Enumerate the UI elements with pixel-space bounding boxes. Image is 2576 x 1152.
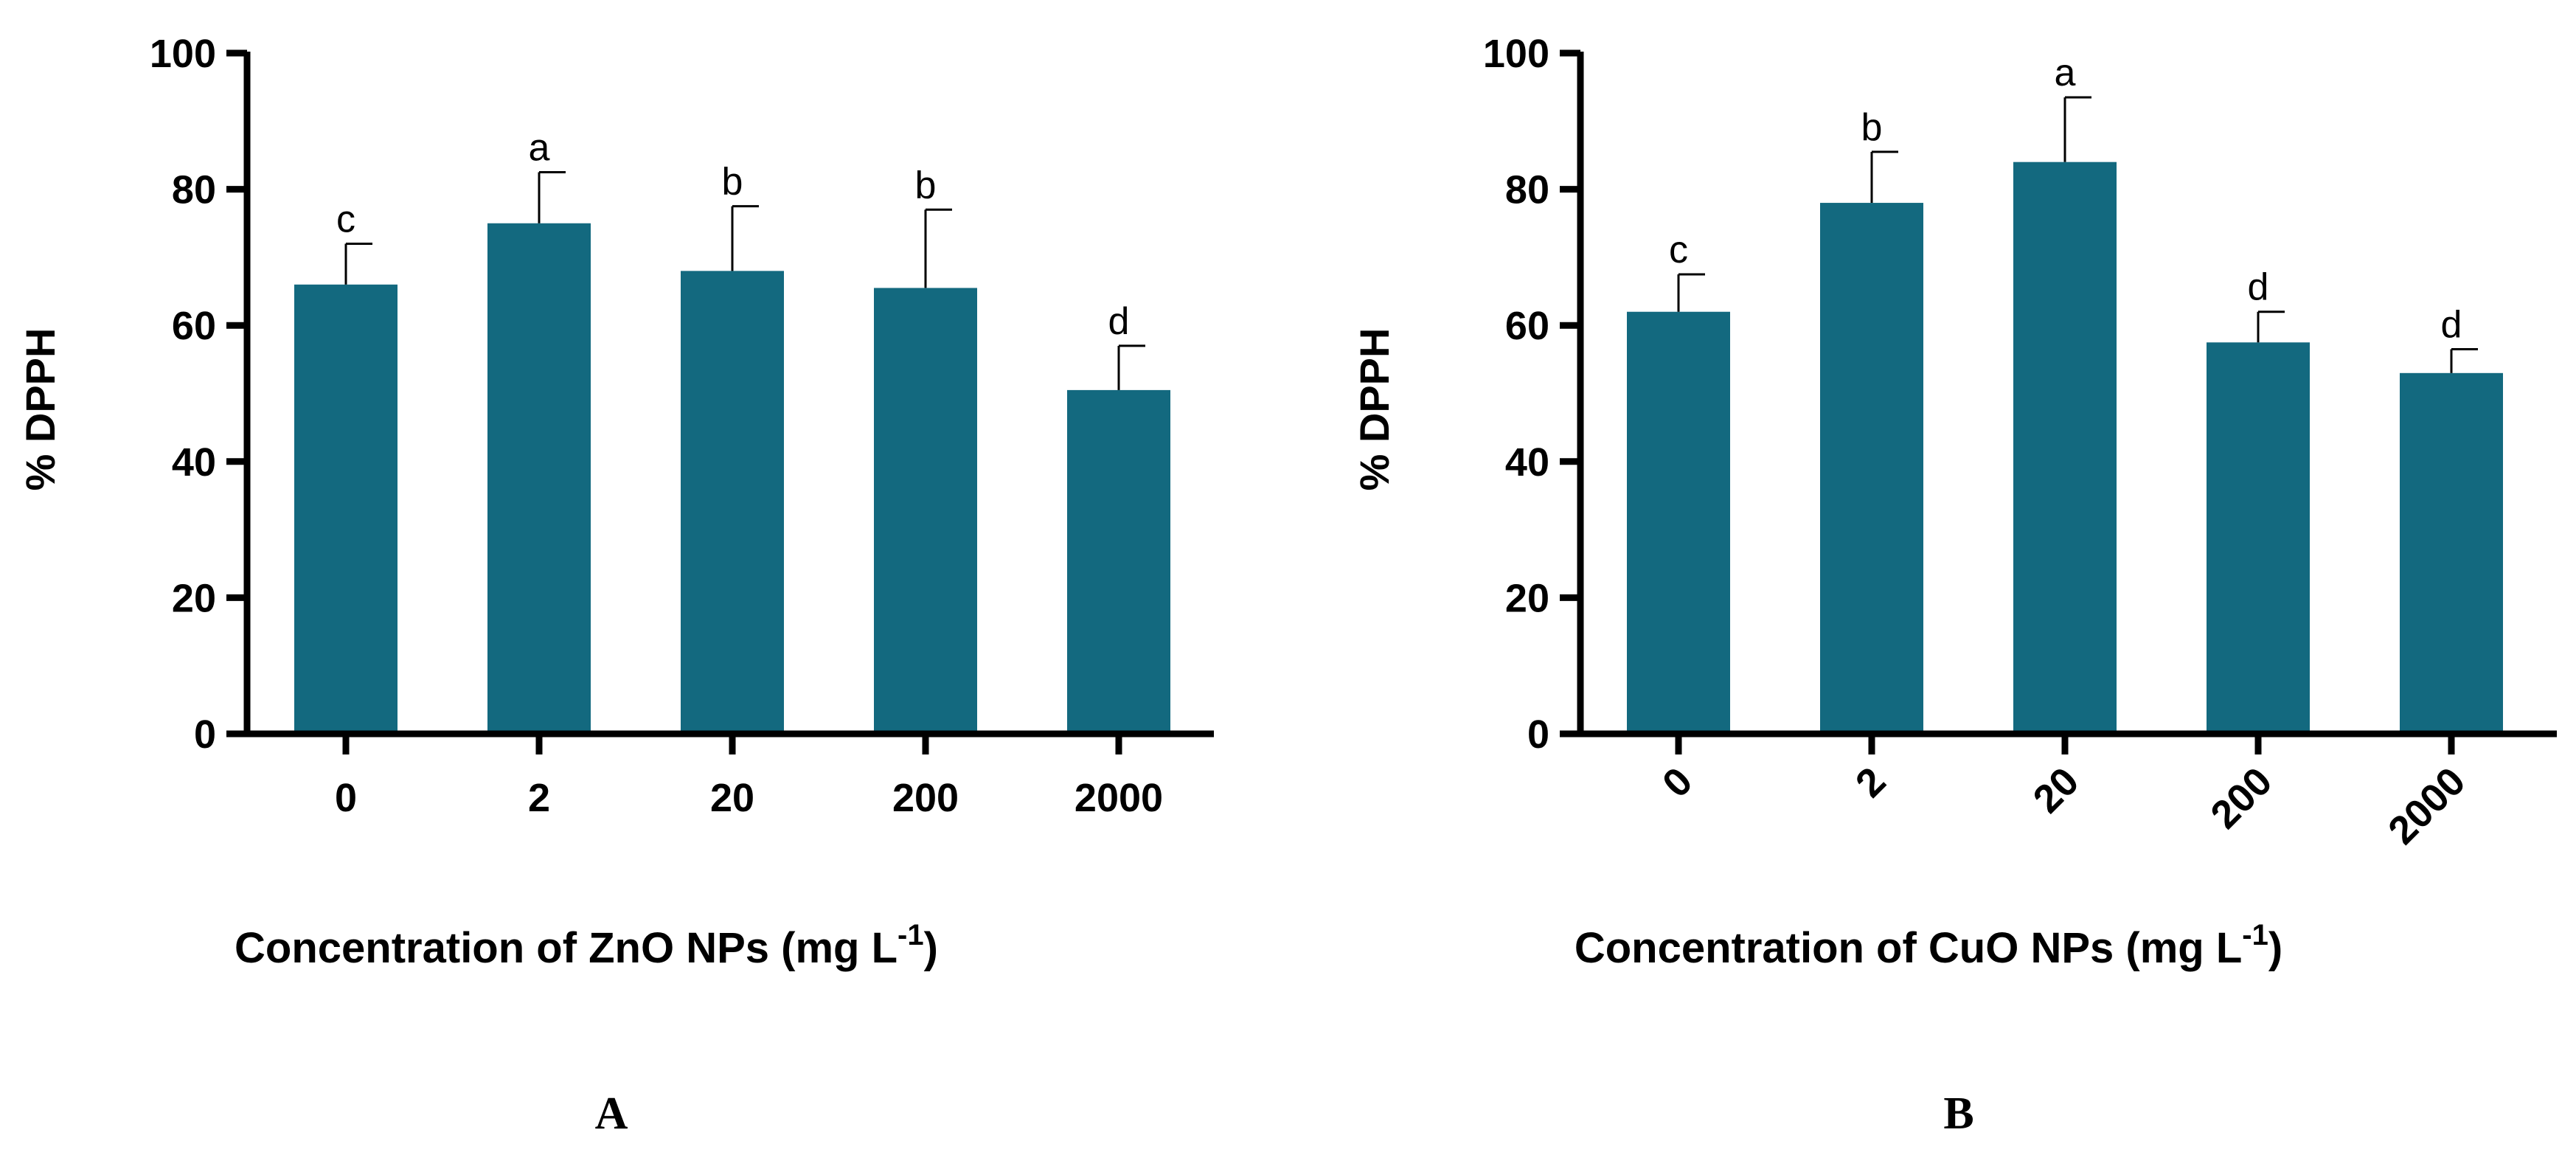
panel-b-plot-area: c b a d d 0 20 40 60 80 100 0 2 20 200 2000 [1483,32,2557,853]
panel-a-bar [487,223,591,734]
panel-a-error-bar [731,205,759,271]
panel-a-y-tick-label: 0 [194,712,216,757]
panel-b-y-tick-label: 0 [1527,712,1549,757]
panel-a-error-bar [344,242,372,285]
panel-a-x-tick-label: 0 [335,776,357,820]
panel-b-x-axis-label-main: Concentration of CuO NPs (mg L [1575,924,2242,972]
panel-b-y-axis-label: % DPPH [1351,328,1398,491]
chart-panel-b: % DPPH c b a d d 0 20 40 60 80 100 0 2 20 200 2000 Conc… [1351,32,2557,1139]
chart-panel-a: % DPPH c a b b d 0 20 40 60 80 100 0 2 20 200 2000 Conc… [17,32,1214,1139]
panel-a-x-axis-label-main: Concentration of ZnO NPs (mg L [235,924,898,972]
panel-a-y-tick-label: 60 [172,304,216,348]
panel-b-x-axis-label-tail: ) [2268,924,2282,972]
panel-a-x-tick-label: 200 [892,776,959,820]
panel-b-x-axis-label-sup: -1 [2242,919,2268,951]
panel-a-letter: A [595,1089,628,1139]
panel-b-error-bar [2257,310,2285,343]
panel-b-y-tick-label: 100 [1483,32,1549,76]
panel-a-bar [294,284,397,734]
panel-b-x-tick-label: 20 [2025,759,2088,822]
panel-a-x-tick-label: 2000 [1075,776,1163,820]
panel-b-bar [2207,342,2310,734]
panel-a-x-axis-label-tail: ) [924,924,938,972]
panel-b-significance-letter: d [2441,304,2462,347]
panel-b-bar [2013,162,2117,734]
panel-a-y-tick-label: 80 [172,168,216,212]
panel-b-error-bar [2063,96,2091,162]
panel-b-y-tick-label: 40 [1505,440,1549,485]
panel-a-y-tick-label: 40 [172,440,216,485]
panel-b-bar [1627,311,1730,734]
panel-b-x-tick-label: 200 [2202,759,2280,837]
panel-a-x-axis-label-sup: -1 [898,919,924,951]
panel-b-letter: B [1943,1089,1973,1139]
panel-b-bar [2400,372,2503,734]
panel-b-significance-letter: c [1669,229,1688,271]
panel-b-x-tick-label: 2000 [2380,759,2473,853]
panel-a-y-tick-label: 100 [150,32,216,76]
panel-b-error-bar [1870,150,1898,204]
panel-b-significance-letter: b [1861,106,1883,149]
panel-a-plot-area: c a b b d 0 20 40 60 80 100 0 2 20 200 2000 [150,32,1214,820]
panel-b-x-axis-label: Concentration of CuO NPs (mg L-1) [1575,919,2282,972]
panel-b-x-tick-label: 0 [1654,759,1701,806]
panel-b-y-tick-label: 80 [1505,168,1549,212]
panel-a-significance-letter: b [915,164,937,207]
panel-a-bar [874,288,977,734]
panel-a-x-axis-label: Concentration of ZnO NPs (mg L-1) [235,919,938,972]
panel-a-y-tick-label: 20 [172,576,216,620]
panel-a-significance-letter: b [722,161,743,204]
panel-a-bar [1067,389,1170,734]
panel-a-significance-letter: d [1108,300,1130,343]
panel-b-y-tick-label: 60 [1505,304,1549,348]
panel-b-y-tick-label: 20 [1505,576,1549,620]
panel-a-y-axis-label: % DPPH [17,328,63,491]
panel-b-error-bar [1677,273,1705,312]
panel-a-error-bar [1117,344,1145,390]
panel-a-x-tick-label: 20 [710,776,754,820]
panel-a-significance-letter: a [529,127,550,170]
panel-b-significance-letter: a [2055,52,2076,94]
panel-b-significance-letter: d [2248,266,2269,309]
panel-a-error-bar [538,171,566,223]
panel-b-x-tick-label: 2 [1847,759,1895,806]
panel-a-bar [681,271,784,734]
panel-a-x-tick-label: 2 [528,776,550,820]
panel-b-bar [1820,203,1923,734]
panel-a-significance-letter: c [336,198,355,240]
panel-b-error-bar [2450,348,2478,373]
panel-a-error-bar [924,208,952,288]
